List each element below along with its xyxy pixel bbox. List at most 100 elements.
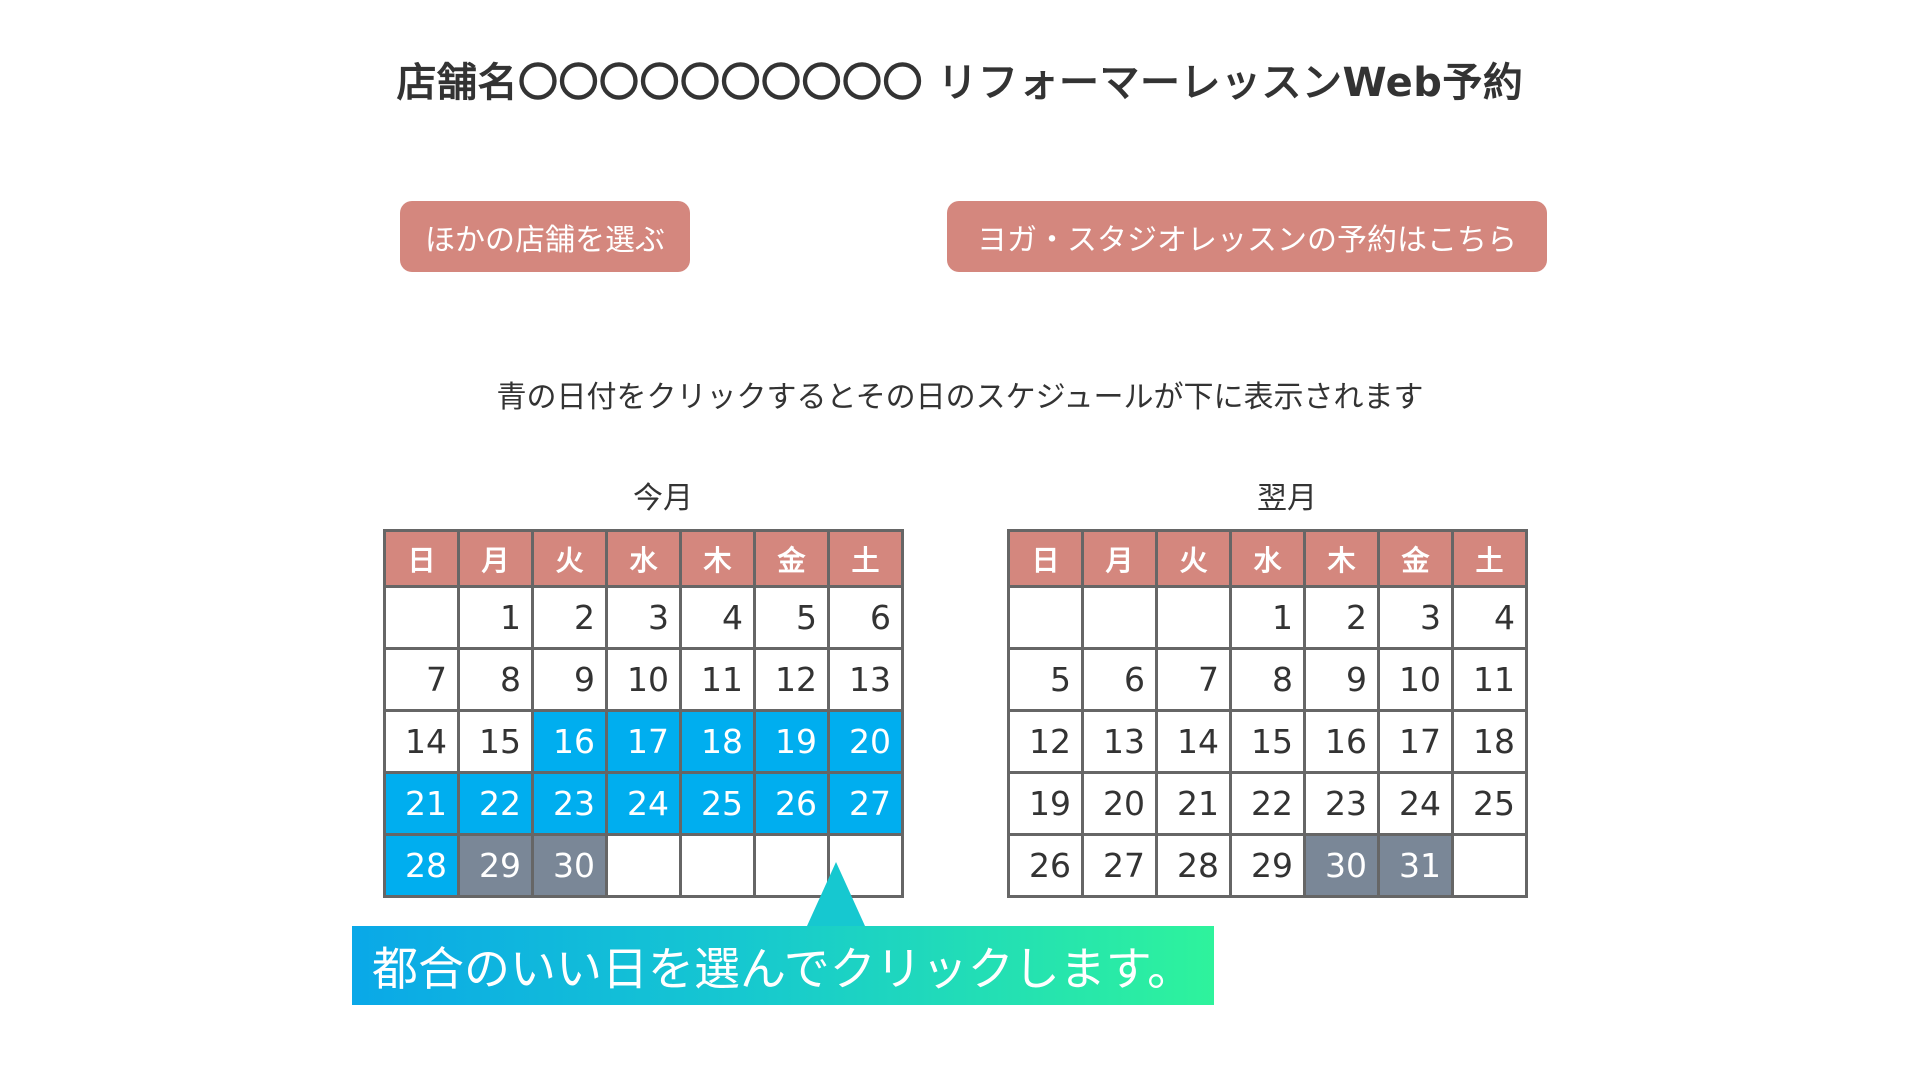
this-month-label: 今月 [633, 481, 693, 516]
day-cell: 9 [1303, 647, 1380, 712]
day-cell-available[interactable]: 24 [605, 771, 682, 836]
day-cell-empty [1451, 833, 1528, 898]
instruction-text: 青の日付をクリックするとその日のスケジュールが下に表示されます [496, 380, 1424, 415]
day-cell: 15 [457, 709, 534, 774]
day-cell-available[interactable]: 21 [383, 771, 460, 836]
day-cell: 18 [1451, 709, 1528, 774]
day-cell: 1 [457, 585, 534, 650]
day-cell: 5 [753, 585, 830, 650]
calendar-body: 1 2 3 4 5 6 7 8 9 10 11 12 13 14 15 16 17 18 19 20 21 22 23 24 2… [1007, 585, 1528, 898]
day-cell-available[interactable]: 25 [679, 771, 756, 836]
day-cell-available[interactable]: 23 [531, 771, 608, 836]
day-cell: 23 [1303, 771, 1380, 836]
weekday-wed: 水 [1229, 529, 1306, 588]
day-cell: 25 [1451, 771, 1528, 836]
calendar-week-row: 14 15 16 17 18 19 20 [383, 709, 904, 774]
weekday-mon: 月 [1081, 529, 1158, 588]
day-cell-empty [1081, 585, 1158, 650]
day-cell-available[interactable]: 28 [383, 833, 460, 898]
day-cell-closed: 30 [531, 833, 608, 898]
tooltip-arrow [807, 862, 865, 926]
day-cell: 10 [605, 647, 682, 712]
day-cell: 26 [1007, 833, 1084, 898]
day-cell: 11 [679, 647, 756, 712]
next-month-label: 翌月 [1257, 481, 1317, 516]
day-cell: 6 [827, 585, 904, 650]
day-cell: 14 [383, 709, 460, 774]
weekday-sun: 日 [383, 529, 460, 588]
day-cell-closed: 31 [1377, 833, 1454, 898]
weekday-sat: 土 [1451, 529, 1528, 588]
day-cell: 13 [1081, 709, 1158, 774]
day-cell: 15 [1229, 709, 1306, 774]
day-cell: 17 [1377, 709, 1454, 774]
calendar-week-row: 7 8 9 10 11 12 13 [383, 647, 904, 712]
day-cell: 29 [1229, 833, 1306, 898]
calendar-week-row: 12 13 14 15 16 17 18 [1007, 709, 1528, 774]
day-cell: 13 [827, 647, 904, 712]
day-cell: 7 [1155, 647, 1232, 712]
day-cell-empty [383, 585, 460, 650]
day-cell: 8 [1229, 647, 1306, 712]
day-cell: 11 [1451, 647, 1528, 712]
select-other-store-button[interactable]: ほかの店舗を選ぶ [400, 201, 690, 272]
calendar-body: 1 2 3 4 5 6 7 8 9 10 11 12 13 14 15 16 17 18 19 20 21 22 23 24 2… [383, 585, 904, 898]
day-cell: 10 [1377, 647, 1454, 712]
day-cell-available[interactable]: 27 [827, 771, 904, 836]
weekday-header-row: 日 月 火 水 木 金 土 [1007, 529, 1528, 588]
instruction-tooltip: 都合のいい日を選んでクリックします。 [352, 926, 1214, 1005]
weekday-sun: 日 [1007, 529, 1084, 588]
weekday-fri: 金 [1377, 529, 1454, 588]
calendar-week-row: 26 27 28 29 30 31 [1007, 833, 1528, 898]
day-cell: 4 [1451, 585, 1528, 650]
day-cell: 20 [1081, 771, 1158, 836]
day-cell-empty [679, 833, 756, 898]
day-cell: 24 [1377, 771, 1454, 836]
day-cell: 5 [1007, 647, 1084, 712]
weekday-fri: 金 [753, 529, 830, 588]
weekday-tue: 火 [531, 529, 608, 588]
day-cell: 7 [383, 647, 460, 712]
day-cell: 6 [1081, 647, 1158, 712]
calendar-week-row: 28 29 30 [383, 833, 904, 898]
day-cell-available[interactable]: 26 [753, 771, 830, 836]
day-cell: 27 [1081, 833, 1158, 898]
day-cell: 19 [1007, 771, 1084, 836]
weekday-tue: 火 [1155, 529, 1232, 588]
day-cell: 16 [1303, 709, 1380, 774]
day-cell-closed: 29 [457, 833, 534, 898]
day-cell: 3 [1377, 585, 1454, 650]
day-cell-available[interactable]: 19 [753, 709, 830, 774]
day-cell: 8 [457, 647, 534, 712]
day-cell: 9 [531, 647, 608, 712]
day-cell-available[interactable]: 22 [457, 771, 534, 836]
next-month-calendar: 日 月 火 水 木 金 土 1 2 3 4 5 6 7 8 9 10 11 12 13 14 15 16 17 1… [1007, 529, 1528, 898]
day-cell: 2 [1303, 585, 1380, 650]
day-cell: 22 [1229, 771, 1306, 836]
day-cell: 12 [753, 647, 830, 712]
day-cell-available[interactable]: 17 [605, 709, 682, 774]
calendar-week-row: 21 22 23 24 25 26 27 [383, 771, 904, 836]
calendar-week-row: 19 20 21 22 23 24 25 [1007, 771, 1528, 836]
day-cell-available[interactable]: 16 [531, 709, 608, 774]
day-cell: 2 [531, 585, 608, 650]
yoga-studio-booking-button[interactable]: ヨガ・スタジオレッスンの予約はこちら [947, 201, 1547, 272]
this-month-calendar: 日 月 火 水 木 金 土 1 2 3 4 5 6 7 8 9 10 11 12 13 14 15 16 17 1… [383, 529, 904, 898]
day-cell-empty [1155, 585, 1232, 650]
day-cell: 28 [1155, 833, 1232, 898]
day-cell-empty [1007, 585, 1084, 650]
day-cell-available[interactable]: 20 [827, 709, 904, 774]
day-cell-closed: 30 [1303, 833, 1380, 898]
day-cell-available[interactable]: 18 [679, 709, 756, 774]
day-cell: 4 [679, 585, 756, 650]
day-cell: 1 [1229, 585, 1306, 650]
weekday-thu: 木 [1303, 529, 1380, 588]
day-cell: 21 [1155, 771, 1232, 836]
day-cell: 12 [1007, 709, 1084, 774]
weekday-wed: 水 [605, 529, 682, 588]
page-title: 店舗名〇〇〇〇〇〇〇〇〇〇 リフォーマーレッスンWeb予約 [396, 60, 1524, 106]
weekday-mon: 月 [457, 529, 534, 588]
